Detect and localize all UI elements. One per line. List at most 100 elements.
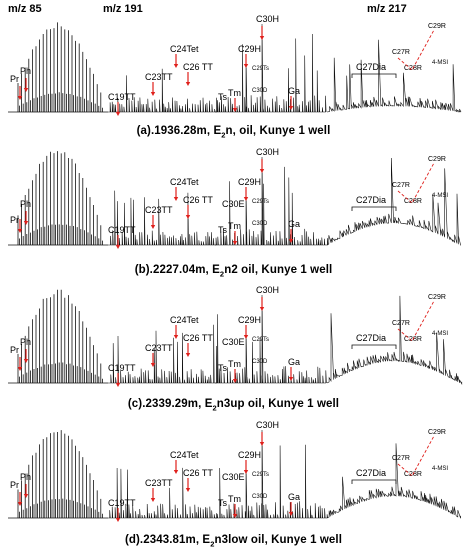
caption-b: (b).2227.04m, E2n2 oil, Kunye 1 well xyxy=(134,264,333,279)
c24tet-marker-head xyxy=(173,197,179,201)
tm-label: Tm xyxy=(228,221,241,231)
c24tet-label: C24Tet xyxy=(170,44,199,54)
pr-label: Pr xyxy=(10,74,19,84)
ga-label: Ga xyxy=(288,86,300,96)
ph-marker-head xyxy=(23,494,29,498)
ph-marker-head xyxy=(23,359,29,363)
c27dia-label: C27Dia xyxy=(356,195,386,205)
ph-label: Ph xyxy=(20,66,31,76)
c27dia-label: C27Dia xyxy=(356,62,386,72)
ph-marker-head xyxy=(23,221,29,225)
header-mz217: m/z 217 xyxy=(367,3,407,15)
pr-label: Pr xyxy=(10,345,19,355)
c27r-label: C27R xyxy=(392,455,410,462)
tm-marker-head xyxy=(232,379,238,383)
tm-label: Tm xyxy=(228,494,241,504)
ga-label: Ga xyxy=(288,492,300,502)
ph-label: Ph xyxy=(20,337,31,347)
c30e-label: C30E xyxy=(222,472,245,482)
c26tt-label: C26 TT xyxy=(183,62,213,72)
c24tet-label: C24Tet xyxy=(170,177,199,187)
tm-marker-head xyxy=(232,108,238,112)
sterane-trend-line xyxy=(397,300,435,342)
c29h-label: C29H xyxy=(238,450,261,460)
pr-label: Pr xyxy=(10,215,19,225)
c30h-label: C30H xyxy=(256,420,279,430)
c26tt-marker-head xyxy=(185,82,191,86)
c30e-label: C30E xyxy=(222,337,245,347)
c24tet-marker-head xyxy=(173,470,179,474)
c29ts-label: C29Ts xyxy=(252,199,269,205)
c26tt-marker-head xyxy=(185,353,191,357)
mz191-trace xyxy=(108,324,218,384)
ts-label: Ts xyxy=(218,363,228,373)
sterane-trend-line xyxy=(397,435,435,477)
c29h-label: C29H xyxy=(238,315,261,325)
c30h-marker-head xyxy=(259,307,265,311)
c23tt-marker-head xyxy=(150,92,156,96)
ph-label: Ph xyxy=(20,199,31,209)
tm-label: Tm xyxy=(228,359,241,369)
pr-marker-head xyxy=(17,229,23,233)
caption-d: (d).2343.81m, E2n3low oil, Kunye 1 well xyxy=(124,534,343,549)
c30d-label: C30D xyxy=(252,88,268,94)
c19tt-marker-head xyxy=(115,112,121,116)
dia-bracket xyxy=(351,73,397,78)
ga-marker-head xyxy=(288,106,294,110)
c29h-marker-head xyxy=(243,197,249,201)
c19tt-marker-head xyxy=(115,245,121,249)
c23tt-label: C23TT xyxy=(145,478,173,488)
c30h-label: C30H xyxy=(256,14,279,24)
c19tt-marker-head xyxy=(115,518,121,522)
c30d-label: C30D xyxy=(252,359,268,365)
ga-marker-head xyxy=(288,377,294,381)
c30h-marker-head xyxy=(259,169,265,173)
mz191-trace xyxy=(108,68,218,113)
c23tt-label: C23TT xyxy=(145,205,173,215)
msi-label: 4-MSI xyxy=(432,60,448,66)
mz217-trace xyxy=(326,295,463,386)
pr-marker-head xyxy=(17,502,23,506)
c26tt-label: C26 TT xyxy=(183,468,213,478)
tm-marker-head xyxy=(232,241,238,245)
mz85-trace xyxy=(8,151,108,246)
c29r-label: C29R xyxy=(428,156,446,163)
c27r-label: C27R xyxy=(392,182,410,189)
caption-c: (c).2339.29m, E2n3up oil, Kunye 1 well xyxy=(127,398,340,413)
pr-marker-head xyxy=(17,367,23,371)
mz191-trace xyxy=(108,190,217,246)
c30d-label: C30D xyxy=(252,221,268,227)
c27dia-label: C27Dia xyxy=(356,468,386,478)
ph-marker-head xyxy=(23,88,29,92)
c24tet-label: C24Tet xyxy=(170,315,199,325)
header-mz191: m/z 191 xyxy=(103,3,143,15)
c24tet-marker-head xyxy=(173,335,179,339)
c30h-label: C30H xyxy=(256,285,279,295)
msi-label: 4-MSI xyxy=(432,466,448,472)
c30h-marker-head xyxy=(259,36,265,40)
c24tet-label: C24Tet xyxy=(170,450,199,460)
sterane-trend-line xyxy=(397,162,435,204)
c29r-label: C29R xyxy=(428,23,446,30)
mz191-trace xyxy=(108,467,218,519)
msi-label: 4-MSI xyxy=(432,193,448,199)
tm-label: Tm xyxy=(228,88,241,98)
c24tet-marker-head xyxy=(173,64,179,68)
c23tt-marker-head xyxy=(150,498,156,502)
c27r-label: C27R xyxy=(392,49,410,56)
ga-marker-head xyxy=(288,512,294,516)
c29ts-label: C29Ts xyxy=(252,337,269,343)
c19tt-label: C19TT xyxy=(108,363,136,373)
mz217-trace xyxy=(326,39,462,113)
c23tt-marker-head xyxy=(150,363,156,367)
msi-label: 4-MSI xyxy=(432,331,448,337)
c26tt-marker-head xyxy=(185,488,191,492)
c19tt-label: C19TT xyxy=(108,225,136,235)
c30e-label: C30E xyxy=(222,199,245,209)
mz191-hopane-trace xyxy=(215,23,327,113)
c29h-label: C29H xyxy=(238,177,261,187)
